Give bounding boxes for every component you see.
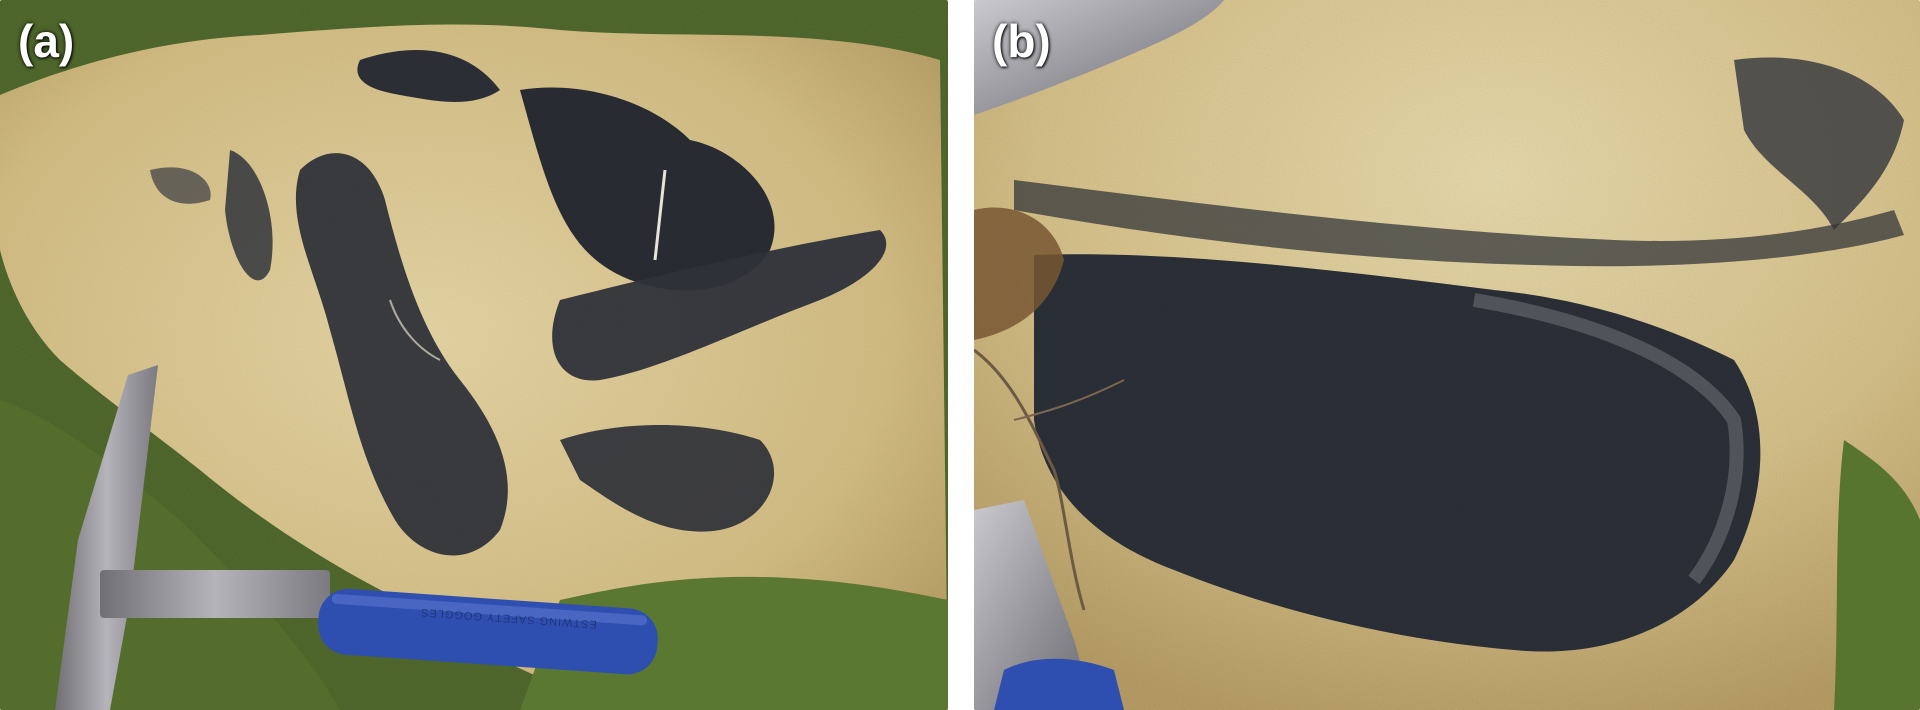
hammer-head-icon [55,365,158,710]
photo-b-image [974,0,1920,710]
photo-panel-a: (a) [0,0,948,710]
panel-label-a: (a) [18,15,75,67]
photo-a-image [0,0,948,710]
panel-label-b: (b) [992,15,1051,67]
hammer-shaft-b-icon [974,500,1094,710]
hammer-pick-icon [974,0,1224,115]
hammer-handle-b-icon [994,658,1124,710]
photo-panel-b: (b) [974,0,1920,710]
hammer-shaft-icon [100,570,330,618]
hammer-handle-icon [318,588,658,675]
